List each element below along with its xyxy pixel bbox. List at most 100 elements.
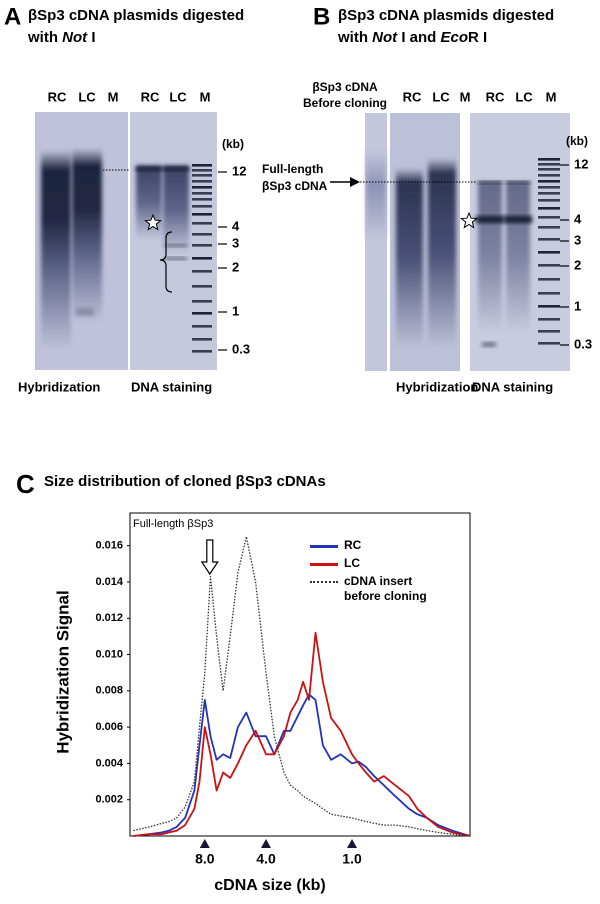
ladder-band: [538, 305, 560, 308]
y-tick-label: 0.014: [95, 576, 123, 588]
ladder-band: [192, 233, 212, 236]
gel-region: [478, 182, 502, 332]
gel-region: [478, 181, 502, 184]
lane-label: M: [546, 89, 557, 104]
gel-region: [163, 167, 189, 171]
ladder-band: [538, 186, 560, 189]
gel-caption: Hybridization: [18, 379, 100, 394]
panel-title: βSp3 cDNA plasmids digested: [28, 7, 244, 24]
size-label: 12: [232, 163, 246, 178]
ladder-band: [192, 285, 212, 288]
series-line: [133, 631, 471, 837]
x-tick: [261, 839, 271, 848]
gel-region: [163, 165, 189, 255]
ladder-band: [538, 251, 560, 254]
arrow-label: Full-length: [262, 162, 323, 176]
gel-region: [396, 168, 423, 348]
y-tick-label: 0.010: [95, 648, 123, 660]
panel-title: βSp3 cDNA plasmids digested: [338, 7, 554, 24]
gel-region: [428, 158, 456, 348]
gel-region: [506, 182, 530, 332]
gel-region: [136, 167, 162, 171]
size-unit: (kb): [566, 134, 588, 148]
size-label: 2: [232, 259, 239, 274]
lane-label: RC: [403, 89, 422, 104]
legend-swatch: [310, 581, 338, 583]
ladder-band: [192, 300, 212, 303]
lane-label: RC: [141, 89, 160, 104]
ladder-band: [538, 163, 560, 166]
legend-entry: RC: [310, 538, 444, 553]
gel-region: [165, 244, 187, 247]
y-axis-label: Hybridization Signal: [53, 590, 72, 753]
title-part: Eco: [441, 29, 469, 46]
arrow-head: [350, 177, 360, 187]
title-part: R I: [468, 29, 487, 46]
lane-label: LC: [78, 89, 96, 104]
ladder-band: [192, 205, 212, 208]
sample-label: Before cloning: [303, 96, 387, 110]
lane-label: M: [460, 89, 471, 104]
gel-region: [41, 150, 71, 350]
gel-region: [476, 216, 504, 223]
ladder-band: [538, 207, 560, 210]
ladder-band: [538, 226, 560, 229]
sample-label: βSp3 cDNA: [312, 80, 378, 94]
ladder-band: [538, 158, 560, 161]
legend-swatch: [310, 563, 338, 566]
ladder-band: [538, 174, 560, 177]
title-part: with: [337, 29, 372, 46]
panel-letter: C: [16, 469, 35, 499]
legend-entry: cDNA insert before cloning: [310, 574, 444, 604]
gel-caption: DNA staining: [131, 379, 212, 394]
lane-label: RC: [486, 89, 505, 104]
x-tick: [347, 839, 358, 848]
legend-label: RC: [344, 538, 362, 552]
star-marker: [460, 211, 478, 229]
title-part: Not: [62, 29, 88, 46]
ladder-band: [192, 338, 212, 341]
size-label: 3: [232, 235, 239, 250]
y-tick-label: 0.002: [95, 794, 123, 806]
title-part: I and: [397, 29, 440, 46]
lane-label: M: [108, 89, 119, 104]
y-tick-label: 0.008: [95, 685, 123, 697]
series-line: [133, 693, 471, 837]
gel-region: [506, 181, 530, 184]
ladder-band: [192, 169, 212, 172]
lane-label: RC: [48, 89, 67, 104]
gel-region: [482, 342, 496, 347]
x-tick-label: 4.0: [256, 851, 276, 867]
ladder-band: [538, 278, 560, 281]
ladder-band: [538, 342, 560, 345]
legend: RC LC cDNA insert before cloning: [310, 538, 444, 607]
ladder-band: [192, 270, 212, 273]
ladder-band: [192, 325, 212, 328]
x-tick: [199, 839, 210, 848]
y-tick-label: 0.006: [95, 721, 123, 733]
y-tick-label: 0.012: [95, 612, 123, 624]
legend-swatch: [310, 545, 338, 548]
ladder-band: [538, 238, 560, 241]
ladder-band: [192, 174, 212, 177]
lane-label: LC: [432, 89, 450, 104]
size-label: 1: [232, 303, 239, 318]
lane-label: LC: [515, 89, 533, 104]
ladder-band: [538, 216, 560, 219]
panel-title: with Not I: [27, 29, 96, 46]
legend-label: cDNA insert before cloning: [344, 574, 427, 603]
ladder-band: [192, 222, 212, 225]
x-tick-label: 1.0: [342, 851, 362, 867]
title-part: I: [87, 29, 95, 46]
ladder-band: [192, 164, 212, 167]
ladder-band: [538, 192, 560, 195]
ladder-band: [538, 318, 560, 321]
series-line: [133, 535, 471, 837]
ladder-band: [192, 350, 212, 353]
gel-caption: Hybridization: [396, 379, 478, 394]
gel-region: [504, 216, 532, 223]
ladder-band: [538, 168, 560, 171]
y-tick-label: 0.004: [95, 757, 123, 769]
panel-title: with Not I and EcoR I: [337, 29, 487, 46]
